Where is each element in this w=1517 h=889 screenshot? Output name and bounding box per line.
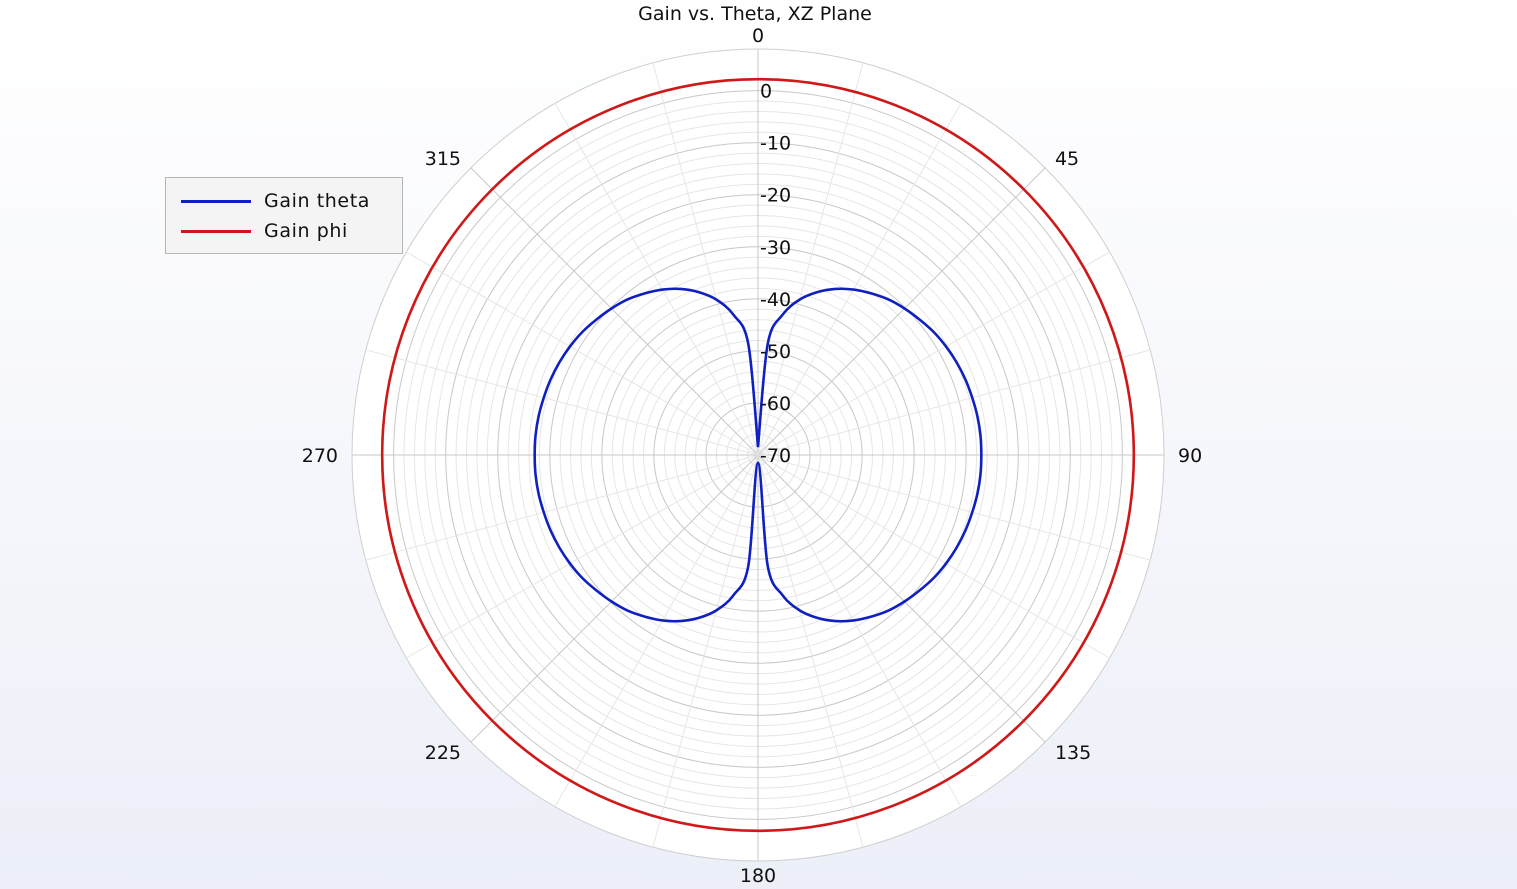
radial-tick-label: -30 [760,237,791,259]
legend: Gain theta Gain phi [165,177,403,254]
grid-spoke-major [757,454,1046,743]
grid-spoke-minor [554,103,759,456]
radial-tick-label: 0 [760,81,772,103]
legend-item-gain-phi: Gain phi [181,220,348,242]
angle-tick-label: 135 [1055,742,1091,764]
grid-spoke-minor [406,251,759,456]
radial-tick-label: -10 [760,133,791,155]
grid-spoke-minor [757,251,1110,456]
legend-swatch-gain-phi [181,229,251,233]
radial-tick-label: -60 [760,393,791,415]
radial-tick-label: -70 [760,445,791,467]
grid-spoke-minor [652,454,759,848]
angle-tick-label: 315 [425,148,461,170]
grid-spoke-minor [757,454,1110,659]
angle-tick-label: 270 [302,445,338,467]
angle-tick-label: 45 [1055,148,1079,170]
angle-tick-label: 90 [1178,445,1202,467]
radial-tick-label: -20 [760,185,791,207]
tick-labels: 0 45 90 135 180 225 270 315 0 -10 -20 -30 -40 -50 -60 -… [302,25,1202,887]
radial-tick-label: -40 [760,289,791,311]
legend-item-gain-theta: Gain theta [181,190,370,212]
grid-spoke-minor [757,103,962,456]
series-layer [380,77,1136,833]
series-line-gain-theta [533,287,983,623]
chart-title: Gain vs. Theta, XZ Plane [638,3,872,25]
angle-tick-label: 180 [740,865,776,887]
legend-label-gain-phi: Gain phi [264,220,348,242]
grid-spoke-minor [365,349,759,456]
grid-spoke-minor [757,349,1151,456]
grid-spoke-minor [757,454,962,807]
grid-spoke-minor [757,454,864,848]
grid-spoke-minor [554,454,759,807]
grid-spoke-minor [406,454,759,659]
grid-spoke-minor [652,62,759,456]
grid-spoke-minor [757,454,1151,561]
legend-swatch-gain-theta [181,199,251,203]
angle-tick-label: 225 [425,742,461,764]
polar-grid [352,49,1164,861]
grid-spoke-major [470,454,759,743]
angle-tick-label: 0 [752,25,764,47]
legend-label-gain-theta: Gain theta [264,190,371,212]
grid-spoke-major [470,167,759,456]
grid-spoke-minor [757,62,864,456]
grid-spoke-minor [365,454,759,561]
radial-tick-label: -50 [760,341,791,363]
grid-spoke-major [757,167,1046,456]
series-line-gain-phi [380,77,1136,833]
